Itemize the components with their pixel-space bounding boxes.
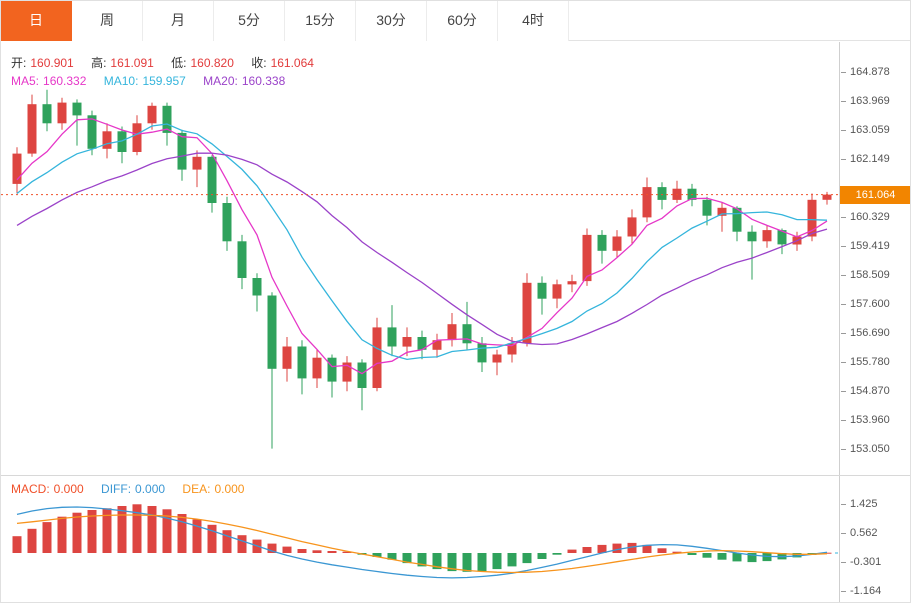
axis-label: 0.562	[841, 527, 910, 541]
tab-day[interactable]: 日	[1, 1, 72, 41]
axis-label: 153.960	[841, 414, 910, 428]
close-label: 收:	[251, 56, 267, 70]
axis-label: 159.419	[841, 240, 910, 254]
dea-value: 0.000	[214, 482, 245, 496]
tab-4hour[interactable]: 4时	[498, 1, 569, 41]
tab-30min[interactable]: 30分	[356, 1, 427, 41]
tab-60min[interactable]: 60分	[427, 1, 498, 41]
low-value: 160.820	[190, 56, 234, 70]
axis-label: 1.425	[841, 498, 910, 512]
axis-label: 160.329	[841, 211, 910, 225]
ma10-label: MA10:	[103, 74, 139, 88]
axis-label: 164.878	[841, 66, 910, 80]
axis-label: 158.509	[841, 269, 910, 283]
axis-label: 155.780	[841, 356, 910, 370]
ma-readout: MA5: 160.332 MA10: 159.957 MA20: 160.338	[11, 74, 289, 88]
low-label: 低:	[171, 56, 187, 70]
panel-separator	[1, 475, 910, 476]
macd-readout: MACD: 0.000 DIFF: 0.000 DEA: 0.000	[11, 482, 248, 496]
high-value: 161.091	[110, 56, 154, 70]
diff-label: DIFF:	[101, 482, 132, 496]
tab-15min[interactable]: 15分	[285, 1, 356, 41]
axis-separator	[839, 42, 840, 602]
ma20-label: MA20:	[203, 74, 238, 88]
tab-month[interactable]: 月	[143, 1, 214, 41]
ma5-value: 160.332	[43, 74, 87, 88]
open-label: 开:	[11, 56, 27, 70]
diff-value: 0.000	[135, 482, 166, 496]
macd-value: 0.000	[53, 482, 84, 496]
axis-label: 156.690	[841, 327, 910, 341]
ohlc-readout: 开: 160.901 高: 161.091 低: 160.820 收: 161.064	[11, 54, 318, 71]
axis-label: 163.969	[841, 95, 910, 109]
axis-label: 162.149	[841, 153, 910, 167]
close-value: 161.064	[270, 56, 314, 70]
ma10-value: 159.957	[142, 74, 186, 88]
tab-5min[interactable]: 5分	[214, 1, 285, 41]
tab-week[interactable]: 周	[72, 1, 143, 41]
open-value: 160.901	[30, 56, 74, 70]
macd-chart[interactable]	[1, 476, 839, 603]
axis-label: -1.164	[841, 585, 910, 599]
current-price-tag: 161.064	[840, 186, 910, 204]
dea-label: DEA:	[182, 482, 211, 496]
candlestick-chart[interactable]	[1, 42, 839, 475]
axis-label: 157.600	[841, 298, 910, 312]
period-tabbar: 日 周 月 5分 15分 30分 60分 4时	[1, 1, 910, 41]
macd-label: MACD:	[11, 482, 50, 496]
ma5-label: MA5:	[11, 74, 40, 88]
axis-label: 163.059	[841, 124, 910, 138]
axis-label: 154.870	[841, 385, 910, 399]
high-label: 高:	[91, 56, 107, 70]
axis-label: -0.301	[841, 556, 910, 570]
ma20-value: 160.338	[241, 74, 286, 88]
axis-label: 153.050	[841, 443, 910, 457]
